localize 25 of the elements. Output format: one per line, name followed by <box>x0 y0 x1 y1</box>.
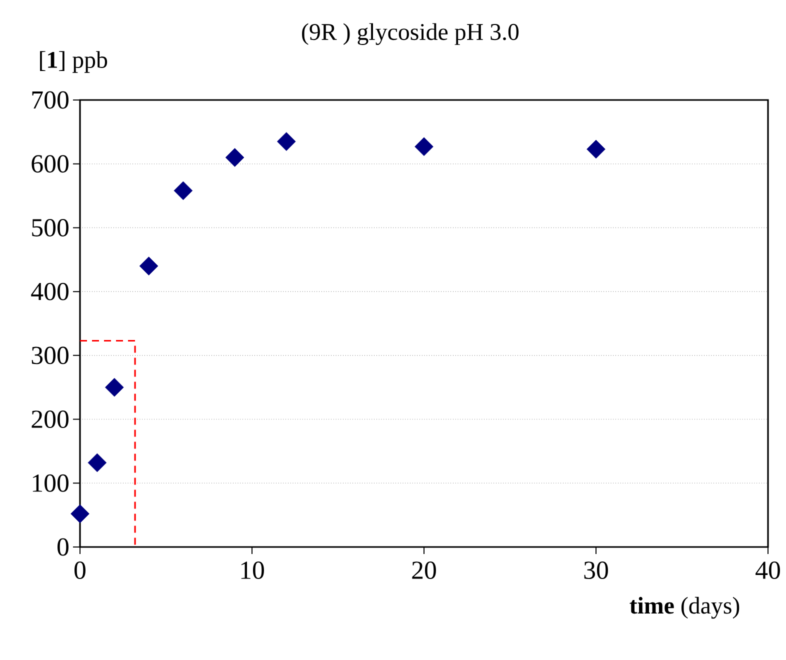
x-tick-label: 40 <box>756 562 780 579</box>
y-tick-label: 300 <box>32 346 68 364</box>
x-tick-label: 0 <box>74 562 86 579</box>
point <box>88 453 107 472</box>
x-tick-label: 20 <box>412 562 436 579</box>
point <box>225 148 244 167</box>
x-axis-title: time (days) <box>630 596 740 619</box>
y-tick-label: 400 <box>31 282 68 300</box>
y-tick-label: 600 <box>32 155 68 173</box>
y-tick-label: 200 <box>32 410 68 428</box>
x-tick-label: 30 <box>584 562 608 579</box>
point <box>105 378 124 397</box>
y-tick-label: 0 <box>58 538 68 556</box>
x-tick-label: 10 <box>241 562 264 579</box>
y-axis-title: [1] ppb <box>40 51 108 73</box>
point <box>174 181 193 200</box>
y-tick-label: 700 <box>32 91 68 109</box>
chart-title: (9R ) glycoside pH 3.0 <box>302 23 519 45</box>
point <box>586 140 606 159</box>
point <box>139 256 158 276</box>
y-tick-label: 500 <box>32 218 68 236</box>
point <box>277 132 296 151</box>
y-tick-label: 100 <box>32 474 68 492</box>
point <box>414 137 434 156</box>
point <box>70 504 90 524</box>
